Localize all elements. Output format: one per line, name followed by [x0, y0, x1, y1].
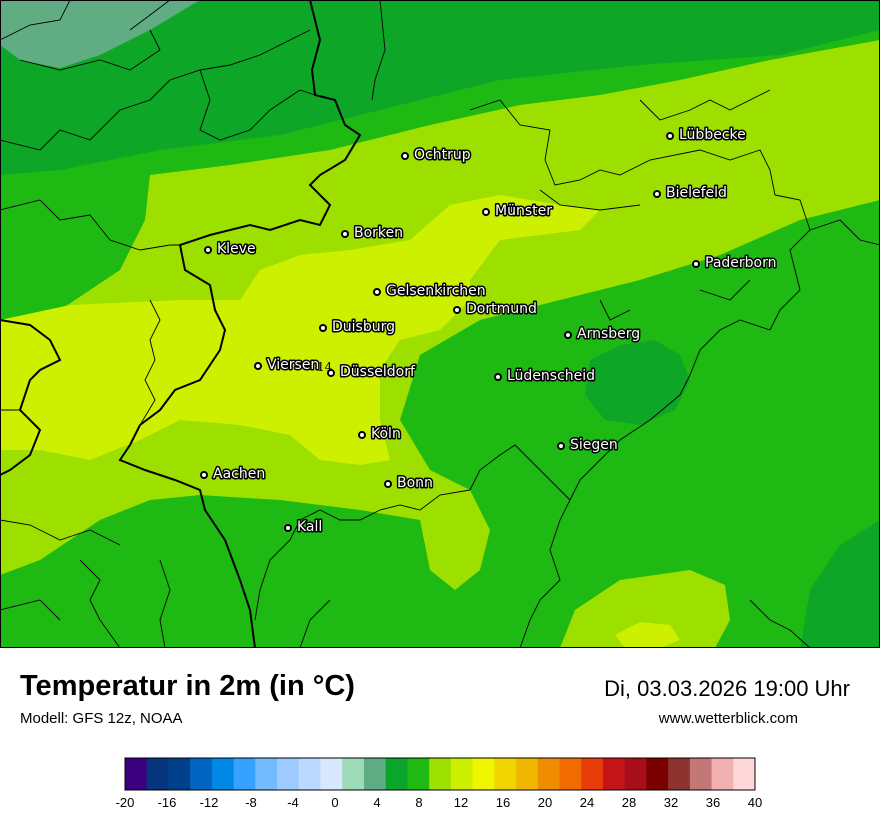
legend-swatch	[450, 758, 474, 790]
band-4-6-topleft	[0, 0, 200, 68]
legend-swatch	[255, 758, 278, 790]
city-dortmund: Dortmund	[453, 300, 538, 319]
svg-text:Kall: Kall	[297, 519, 322, 535]
city-kall: Kall	[284, 518, 324, 537]
legend-tick-label: -8	[245, 795, 257, 810]
legend-swatch	[494, 758, 517, 790]
legend-tick-label: 4	[373, 795, 380, 810]
svg-text:Ochtrup: Ochtrup	[414, 147, 471, 163]
legend-swatch	[429, 758, 452, 790]
legend-swatch	[342, 758, 365, 790]
legend-swatch	[472, 758, 495, 790]
legend-tick-label: 16	[496, 795, 510, 810]
svg-text:Kleve: Kleve	[217, 241, 256, 257]
city-siegen: Siegen	[557, 436, 619, 455]
city-ludenscheid: Lüdenscheid	[494, 367, 597, 386]
svg-text:Duisburg: Duisburg	[332, 319, 395, 335]
legend-swatch	[146, 758, 169, 790]
svg-text:Gelsenkirchen: Gelsenkirchen	[386, 283, 486, 299]
legend-tick-label: 0	[331, 795, 338, 810]
national-border	[118, 0, 362, 648]
map-title: Temperatur in 2m (in °C)	[20, 670, 355, 702]
legend-tick-label: 36	[706, 795, 720, 810]
svg-text:Paderborn: Paderborn	[705, 255, 776, 271]
city-arnsberg: Arnsberg	[564, 325, 642, 344]
city-gelsenkirchen: Gelsenkirchen	[373, 282, 487, 301]
legend-swatch	[277, 758, 300, 790]
legend-swatch	[624, 758, 647, 790]
svg-text:Siegen: Siegen	[570, 437, 618, 453]
city-paderborn: Paderborn	[692, 254, 778, 273]
legend-swatch	[668, 758, 691, 790]
legend-tick-label: -4	[287, 795, 299, 810]
legend-tick-label: 24	[580, 795, 594, 810]
legend-swatch	[298, 758, 322, 790]
city-bielefeld: Bielefeld	[653, 184, 728, 203]
band-12-14-core	[0, 195, 600, 465]
legend-tick-label: 40	[748, 795, 762, 810]
legend-swatch	[646, 758, 669, 790]
legend-tick-label: 12	[454, 795, 468, 810]
band-6-8-east	[585, 340, 690, 425]
legend-swatch	[385, 758, 408, 790]
legend-swatch	[190, 758, 213, 790]
svg-text:Lüdenscheid: Lüdenscheid	[507, 368, 595, 384]
regional-borders	[0, 0, 880, 648]
website-link[interactable]: www.wetterblick.com	[658, 710, 798, 727]
legend-swatch	[559, 758, 582, 790]
svg-text:Köln: Köln	[371, 426, 401, 442]
city-borken: Borken	[341, 224, 405, 243]
band-6-8-top	[0, 0, 880, 175]
city-lubbecke: Lübbecke	[666, 126, 747, 145]
city-kleve: Kleve	[204, 240, 257, 259]
svg-text:Dortmund: Dortmund	[466, 301, 537, 317]
legend-tick-label: 28	[622, 795, 636, 810]
svg-text:Lübbecke: Lübbecke	[679, 127, 746, 143]
legend-tick-label: -20	[116, 795, 135, 810]
color-legend: -20 -16 -12 -8 -4 0 4 8 12 16 20 24 28 32 36 40	[110, 756, 770, 816]
legend-swatch	[407, 758, 430, 790]
legend-swatch	[363, 758, 387, 790]
svg-text:Düsseldorf: Düsseldorf	[340, 364, 416, 380]
svg-text:Bielefeld: Bielefeld	[666, 185, 727, 201]
city-duisburg: Duisburg	[319, 318, 397, 337]
band-12-14-south	[615, 622, 680, 648]
legend-swatch	[602, 758, 626, 790]
legend-swatch	[516, 758, 539, 790]
legend-swatch	[733, 758, 756, 790]
model-info: Modell: GFS 12z, NOAA	[20, 710, 183, 727]
belgium-border	[0, 319, 62, 476]
temperature-map: 14 Lübbecke Ochtrup Bielefeld Münster Bo…	[0, 0, 880, 648]
city-aachen: Aachen	[200, 465, 267, 484]
city-viersen: Viersen	[254, 356, 321, 375]
city-koln: Köln	[358, 425, 402, 444]
svg-text:Borken: Borken	[354, 225, 403, 241]
legend-swatch	[168, 758, 191, 790]
legend-tick-label: 8	[415, 795, 422, 810]
legend-swatch	[211, 758, 235, 790]
city-dusseldorf: Düsseldorf	[327, 363, 417, 382]
legend-tick-label: -12	[200, 795, 219, 810]
legend-swatch	[711, 758, 734, 790]
svg-text:Aachen: Aachen	[213, 466, 265, 482]
band-10-12-south	[560, 570, 730, 648]
svg-text:Bonn: Bonn	[397, 475, 433, 491]
svg-text:Viersen: Viersen	[267, 357, 319, 373]
city-bonn: Bonn	[384, 474, 434, 493]
legend-swatch	[581, 758, 604, 790]
legend-tick-label: -16	[158, 795, 177, 810]
legend-swatch	[233, 758, 256, 790]
svg-text:Arnsberg: Arnsberg	[577, 326, 640, 342]
band-6-8-southeast	[800, 520, 880, 648]
city-munster: Münster	[482, 202, 554, 221]
svg-text:Münster: Münster	[495, 203, 552, 219]
city-ochtrup: Ochtrup	[401, 146, 472, 165]
legend-tick-label: 20	[538, 795, 552, 810]
legend-swatch	[320, 758, 343, 790]
legend-tick-label: 32	[664, 795, 678, 810]
legend-swatch	[125, 758, 148, 790]
legend-swatch	[537, 758, 560, 790]
legend-swatch	[689, 758, 713, 790]
forecast-datetime: Di, 03.03.2026 19:00 Uhr	[604, 676, 850, 701]
